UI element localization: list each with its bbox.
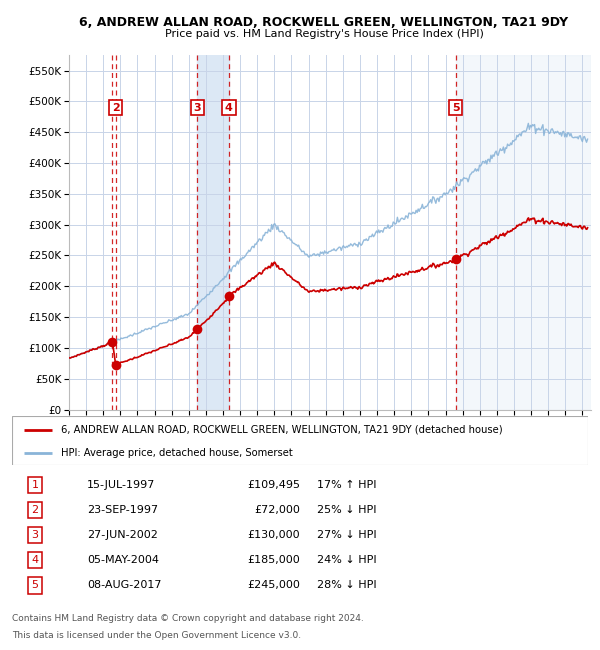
Text: £109,495: £109,495 bbox=[247, 480, 300, 489]
Text: 3: 3 bbox=[193, 103, 201, 112]
Text: 08-AUG-2017: 08-AUG-2017 bbox=[87, 580, 161, 590]
Text: Price paid vs. HM Land Registry's House Price Index (HPI): Price paid vs. HM Land Registry's House … bbox=[164, 29, 484, 39]
Text: 4: 4 bbox=[31, 555, 38, 566]
Text: 15-JUL-1997: 15-JUL-1997 bbox=[87, 480, 155, 489]
Bar bbox=[456, 55, 591, 410]
Text: £130,000: £130,000 bbox=[247, 530, 300, 540]
Text: 1: 1 bbox=[32, 480, 38, 489]
Text: 23-SEP-1997: 23-SEP-1997 bbox=[87, 505, 158, 515]
Text: 28% ↓ HPI: 28% ↓ HPI bbox=[317, 580, 377, 590]
Text: 2: 2 bbox=[31, 505, 38, 515]
Text: £185,000: £185,000 bbox=[247, 555, 300, 566]
Text: 05-MAY-2004: 05-MAY-2004 bbox=[87, 555, 159, 566]
Text: Contains HM Land Registry data © Crown copyright and database right 2024.: Contains HM Land Registry data © Crown c… bbox=[12, 614, 364, 623]
Text: 6, ANDREW ALLAN ROAD, ROCKWELL GREEN, WELLINGTON, TA21 9DY: 6, ANDREW ALLAN ROAD, ROCKWELL GREEN, WE… bbox=[79, 16, 569, 29]
Text: 27% ↓ HPI: 27% ↓ HPI bbox=[317, 530, 377, 540]
Text: 6, ANDREW ALLAN ROAD, ROCKWELL GREEN, WELLINGTON, TA21 9DY (detached house): 6, ANDREW ALLAN ROAD, ROCKWELL GREEN, WE… bbox=[61, 424, 503, 435]
Text: 27-JUN-2002: 27-JUN-2002 bbox=[87, 530, 158, 540]
Text: 3: 3 bbox=[32, 530, 38, 540]
Text: 5: 5 bbox=[32, 580, 38, 590]
Text: 25% ↓ HPI: 25% ↓ HPI bbox=[317, 505, 377, 515]
Text: 4: 4 bbox=[225, 103, 233, 112]
Bar bbox=[197, 55, 229, 410]
Text: 2: 2 bbox=[112, 103, 119, 112]
Text: 24% ↓ HPI: 24% ↓ HPI bbox=[317, 555, 377, 566]
FancyBboxPatch shape bbox=[12, 416, 588, 465]
Text: £72,000: £72,000 bbox=[254, 505, 300, 515]
Text: This data is licensed under the Open Government Licence v3.0.: This data is licensed under the Open Gov… bbox=[12, 630, 301, 640]
Text: 5: 5 bbox=[452, 103, 460, 112]
Text: HPI: Average price, detached house, Somerset: HPI: Average price, detached house, Some… bbox=[61, 448, 293, 458]
Text: 17% ↑ HPI: 17% ↑ HPI bbox=[317, 480, 377, 489]
Text: £245,000: £245,000 bbox=[247, 580, 300, 590]
